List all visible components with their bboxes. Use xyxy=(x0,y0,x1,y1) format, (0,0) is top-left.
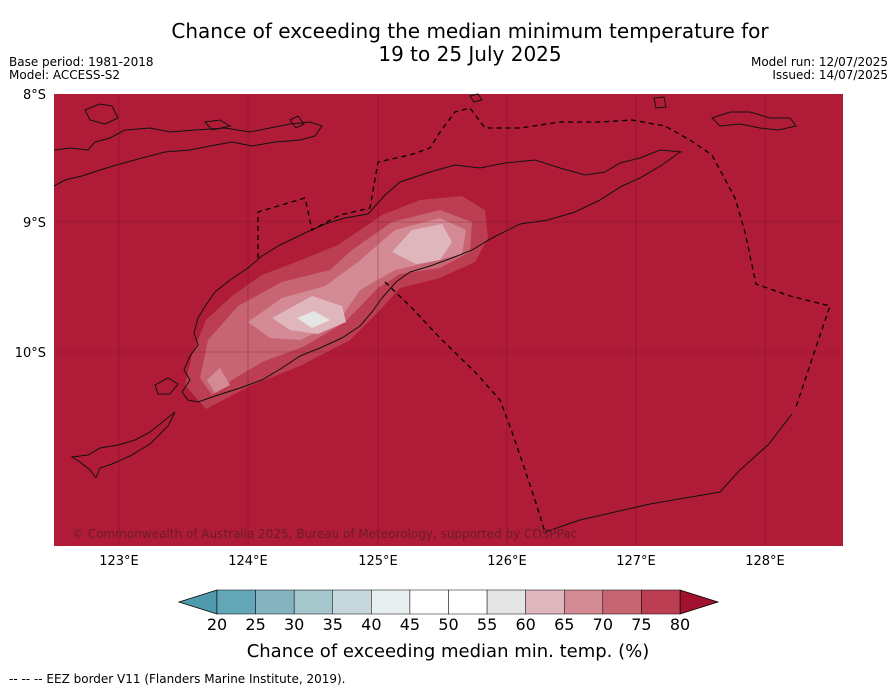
lon-label-123e: 123°E xyxy=(99,554,139,569)
alor-island-b xyxy=(204,119,232,131)
colorbar-tick-label: 45 xyxy=(400,615,420,634)
colorbar-ticks: 20 25 30 35 40 45 50 55 60 65 70 75 80 xyxy=(207,615,690,634)
roti-island xyxy=(70,411,176,480)
model-name: Model: ACCESS-S2 xyxy=(9,68,121,82)
colorbar-tick-label: 30 xyxy=(284,615,304,634)
gridlines xyxy=(54,94,843,546)
lon-label-128e: 128°E xyxy=(745,554,785,569)
title-line-1: Chance of exceeding the median minimum t… xyxy=(171,19,769,43)
colorbar-tick-label: 70 xyxy=(593,615,613,634)
eez-south-line xyxy=(384,281,546,533)
colorbar-cell xyxy=(332,589,372,615)
colorbar-cell xyxy=(371,589,411,615)
lat-label-8s: 8°S xyxy=(23,88,46,103)
colorbar-cell xyxy=(525,589,565,615)
wetar-island xyxy=(711,111,797,131)
colorbar-cell xyxy=(564,589,604,615)
colorbar-tick-label: 65 xyxy=(554,615,574,634)
colorbar-cell xyxy=(216,589,256,615)
colorbar-arrow-high xyxy=(679,589,720,615)
colorbar-arrow-low xyxy=(177,589,218,615)
colorbar-tick-label: 55 xyxy=(477,615,497,634)
colorbar: 20 25 30 35 40 45 50 55 60 65 70 75 80 xyxy=(177,589,720,634)
issued-date: Issued: 14/07/2025 xyxy=(772,68,888,82)
lat-label-9s: 9°S xyxy=(23,216,46,231)
colorbar-tick-label: 60 xyxy=(515,615,535,634)
eez-north-box xyxy=(257,107,831,411)
colorbar-cell xyxy=(409,589,449,615)
australia-coast-tip xyxy=(544,413,793,533)
alor-island-a xyxy=(84,103,119,125)
timor-coast-south xyxy=(197,151,681,403)
semau-island xyxy=(154,377,179,395)
alor-islands xyxy=(53,121,323,187)
lon-label-125e: 125°E xyxy=(358,554,398,569)
colorbar-cell xyxy=(602,589,642,615)
kisar-island xyxy=(653,96,667,109)
timor-coast-north xyxy=(181,149,683,403)
ombai-island xyxy=(289,115,305,129)
colorbar-tick-label: 20 xyxy=(207,615,227,634)
colorbar-cell xyxy=(255,589,295,615)
coastlines xyxy=(53,93,797,533)
eez-border xyxy=(257,107,831,533)
lon-label-124e: 124°E xyxy=(228,554,268,569)
model-run: Model run: 12/07/2025 xyxy=(750,55,888,69)
colorbar-title: Chance of exceeding median min. temp. (%… xyxy=(246,641,650,662)
probability-contours xyxy=(185,196,488,409)
colorbar-tick-label: 35 xyxy=(323,615,343,634)
meta-right: Model run: 12/07/2025 Issued: 14/07/2025 xyxy=(751,56,888,82)
colorbar-cell xyxy=(641,589,681,615)
lon-label-126e: 126°E xyxy=(487,554,527,569)
colorbar-cell xyxy=(448,589,488,615)
contour-55 xyxy=(297,311,330,328)
base-period: Base period: 1981-2018 xyxy=(9,55,154,69)
colorbar-cell xyxy=(293,589,333,615)
lat-label-10s: 10°S xyxy=(15,346,46,361)
contour-60b xyxy=(392,224,452,264)
eez-footer-note: -- -- -- EEZ border V11 (Flanders Marine… xyxy=(9,672,346,686)
colorbar-tick-label: 80 xyxy=(670,615,690,634)
map-background xyxy=(54,94,843,546)
title-line-2: 19 to 25 July 2025 xyxy=(378,42,562,66)
map-title: Chance of exceeding the median minimum t… xyxy=(0,20,896,66)
colorbar-tick-label: 50 xyxy=(438,615,458,634)
meta-left: Base period: 1981-2018 Model: ACCESS-S2 xyxy=(9,56,154,82)
copyright-text: © Commonwealth of Australia 2025, Bureau… xyxy=(72,527,577,541)
colorbar-tick-label: 75 xyxy=(631,615,651,634)
colorbar-cells xyxy=(216,589,681,615)
atauro-island xyxy=(469,93,483,103)
colorbar-cell xyxy=(486,589,526,615)
contour-65b xyxy=(207,368,230,393)
colorbar-tick-label: 40 xyxy=(361,615,381,634)
colorbar-tick-label: 25 xyxy=(245,615,265,634)
lon-label-127e: 127°E xyxy=(616,554,656,569)
